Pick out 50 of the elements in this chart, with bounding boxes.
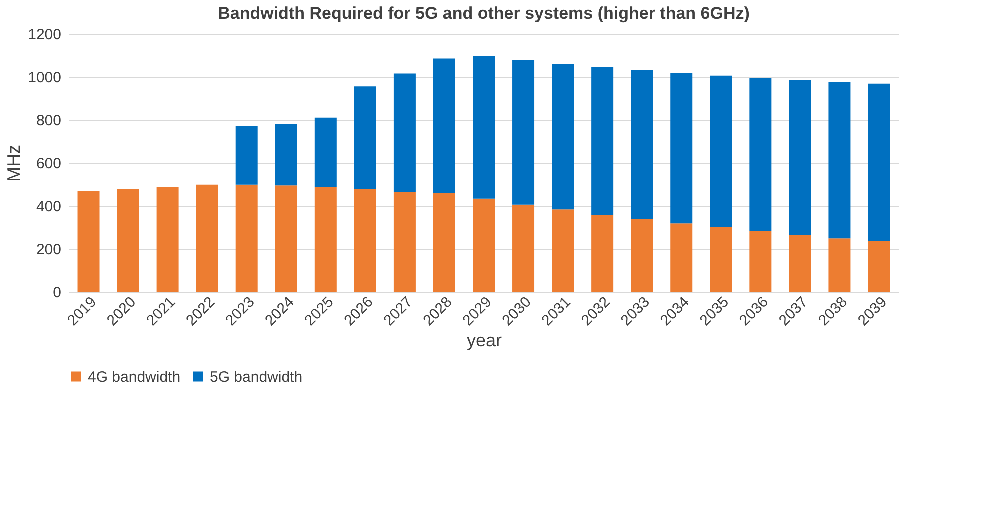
y-tick-label: 200 [36,242,62,258]
bar [156,187,179,292]
bar [314,187,337,292]
bar [117,189,140,292]
bar [828,82,851,239]
y-tick-label: 400 [36,198,62,216]
bar [750,231,772,292]
y-tick-label: 0 [53,284,62,302]
bar [789,235,812,292]
bar [473,56,495,199]
bar [473,198,495,292]
bar [670,73,693,224]
y-tick-label: 600 [36,156,62,172]
bar [354,86,376,190]
bar [710,76,732,228]
bar [354,189,376,292]
bar [275,124,298,186]
bar [512,204,535,292]
bar [314,118,337,188]
bar [552,64,574,210]
bar [710,228,732,292]
bar [552,210,574,292]
bar [789,80,812,236]
bar [868,84,890,242]
bar [394,192,416,292]
y-tick-label: 800 [36,112,62,130]
bar [868,241,890,292]
bar [828,238,851,292]
bar [394,74,416,192]
chart-title: Bandwidth Required for 5G and other systems (higher than 6GHz) [218,4,750,23]
bar [196,184,218,292]
y-axis-title: MHz [4,145,24,182]
bar [433,58,456,194]
bar [631,70,654,220]
bar [750,78,772,232]
bar [631,219,654,292]
bar [236,126,258,185]
bar [512,60,535,205]
bar [236,184,258,292]
legend-label: 5G bandwidth [210,368,303,386]
legend-label: 4G bandwidth [88,368,181,386]
x-axis-title: year [466,330,502,351]
y-tick-label: 1000 [28,70,62,86]
bar [592,215,614,292]
y-tick-label: 1200 [28,26,62,44]
bar [275,186,298,292]
bar [78,190,100,292]
bar [670,224,693,292]
bar [433,194,456,292]
bar [592,67,614,216]
